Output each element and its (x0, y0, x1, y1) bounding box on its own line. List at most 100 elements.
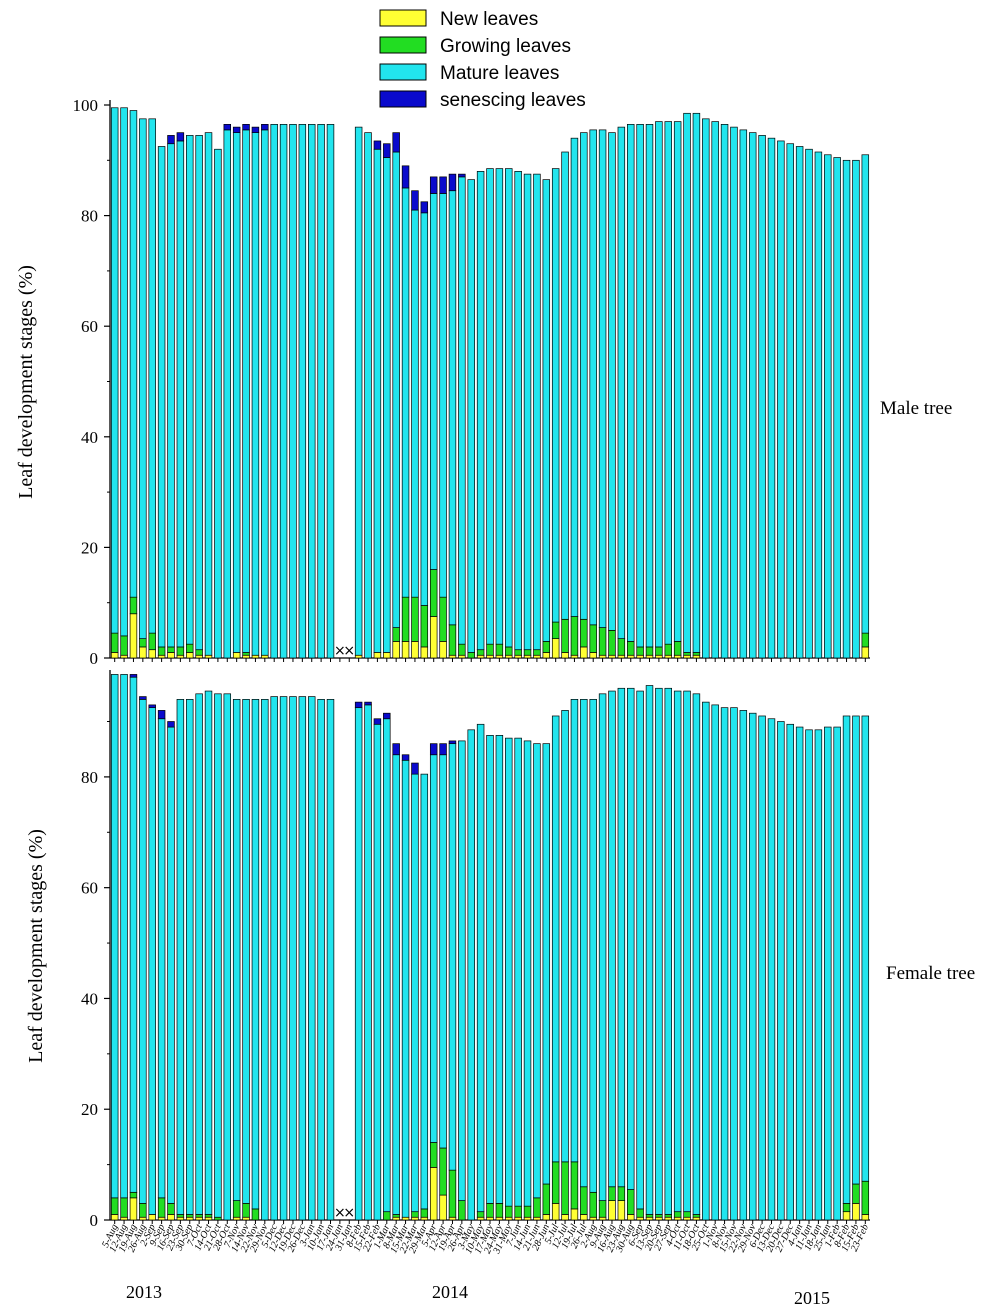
bar-mature-male (645, 124, 654, 648)
bar-new-female (476, 1216, 485, 1221)
bar-mature-male (842, 159, 851, 659)
bar-new-female (533, 1216, 541, 1221)
bar-growing-male (692, 652, 701, 656)
bar-mature-male (852, 159, 860, 659)
bar-new-male (655, 654, 663, 659)
legend-swatch-growing (379, 36, 427, 54)
bar-growing-male (186, 643, 194, 653)
bar-mature-female (523, 740, 532, 1207)
bar-growing-female (533, 1197, 541, 1218)
bar-mature-female (157, 718, 166, 1199)
y-tick-label-female: 20 (81, 1100, 98, 1119)
bar-growing-female (167, 1203, 175, 1215)
bar-new-male (514, 654, 522, 659)
bar-growing-female (186, 1214, 194, 1218)
bar-mature-female (514, 737, 522, 1207)
bar-senescing-female (392, 743, 400, 756)
bar-mature-male (289, 124, 297, 659)
bar-new-female (120, 1216, 128, 1221)
bar-new-female (852, 1203, 860, 1221)
bar-growing-female (683, 1211, 691, 1218)
bar-mature-male (627, 124, 635, 642)
bar-growing-female (120, 1197, 128, 1218)
bar-new-female (204, 1216, 213, 1221)
bar-new-female (627, 1214, 635, 1221)
year-label-2014: 2014 (432, 1282, 468, 1302)
bar-new-male (411, 641, 419, 659)
bar-growing-female (645, 1214, 654, 1218)
bar-new-female (495, 1216, 504, 1221)
bar-mature-female (589, 699, 597, 1193)
bar-mature-female (298, 696, 307, 1221)
bar-mature-male (551, 168, 560, 623)
bar-mature-female (852, 715, 860, 1185)
y-tick-label-female: 40 (81, 989, 98, 1008)
bar-growing-male (514, 649, 522, 656)
bar-new-male (157, 654, 166, 659)
bar-mature-male (364, 132, 372, 659)
bar-growing-male (683, 652, 691, 656)
bar-mature-male (242, 129, 250, 653)
bar-mature-male (439, 193, 447, 598)
bar-mature-female (308, 696, 316, 1221)
bar-mature-female (214, 693, 222, 1218)
bar-mature-male (129, 110, 138, 598)
bar-senescing-male (383, 143, 391, 158)
bar-growing-male (861, 632, 870, 648)
bar-new-male (533, 654, 541, 659)
bar-mature-male (167, 143, 175, 648)
bar-mature-female (730, 707, 738, 1221)
bar-growing-male (448, 624, 457, 656)
bar-new-male (523, 654, 532, 659)
bar-new-female (242, 1216, 250, 1221)
bar-mature-male (251, 132, 260, 656)
bar-new-male (570, 654, 579, 659)
bar-growing-male (627, 641, 635, 656)
bar-senescing-female (411, 762, 419, 775)
bar-mature-female (833, 726, 841, 1221)
bar-mature-female (373, 723, 382, 1221)
bar-growing-female (589, 1191, 597, 1218)
bar-growing-female (448, 1169, 457, 1218)
bar-mature-male (673, 121, 682, 642)
bar-new-male (373, 652, 382, 659)
bar-new-female (148, 1214, 156, 1221)
bar-mature-female (795, 726, 804, 1221)
bar-growing-female (420, 1208, 429, 1218)
bar-new-female (561, 1214, 569, 1221)
bar-new-female (664, 1216, 672, 1221)
bar-mature-male (279, 124, 288, 659)
bar-new-female (401, 1216, 410, 1221)
bar-new-female (186, 1216, 194, 1221)
bar-new-male (148, 649, 156, 659)
bar-new-female (673, 1216, 682, 1221)
bar-growing-female (861, 1180, 870, 1215)
bar-new-female (655, 1216, 663, 1221)
bar-mature-male (786, 143, 794, 659)
bar-growing-female (195, 1214, 203, 1218)
bar-mature-female (167, 726, 175, 1204)
bar-growing-female (251, 1208, 260, 1221)
bar-mature-female (702, 701, 710, 1221)
bar-new-female (486, 1216, 494, 1221)
bar-mature-female (289, 696, 297, 1221)
y-tick-label-male: 20 (81, 538, 98, 557)
bar-mature-male (448, 190, 457, 626)
bar-new-female (636, 1216, 644, 1221)
bar-growing-female (580, 1186, 588, 1215)
missing-marker-male: × (343, 643, 355, 659)
bar-mature-male (777, 140, 785, 659)
bar-new-female (514, 1216, 522, 1221)
bar-mature-female (636, 690, 644, 1210)
y-axis-title-female: Leaf development stages (%) (25, 829, 47, 1063)
bar-mature-female (354, 707, 363, 1221)
bar-new-male (645, 654, 654, 659)
bar-new-female (232, 1216, 241, 1221)
bar-new-female (176, 1216, 185, 1221)
bar-growing-female (627, 1189, 635, 1215)
bar-new-male (186, 652, 194, 659)
bar-mature-female (683, 690, 691, 1213)
legend-label-new: New leaves (440, 9, 538, 30)
bar-new-female (411, 1216, 419, 1221)
bar-mature-female (420, 773, 429, 1210)
